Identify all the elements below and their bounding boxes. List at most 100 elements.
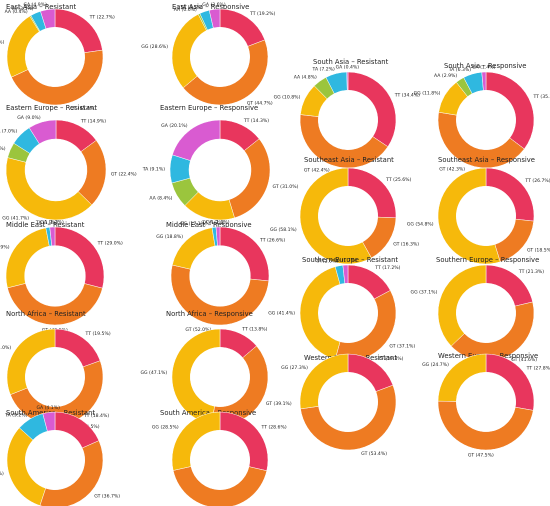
slice-label-ta: TA (2.6%) — [315, 259, 339, 265]
slice-gg — [6, 427, 46, 506]
slice-gt — [182, 39, 269, 106]
slice-label-tt: TT (13.8%) — [241, 327, 267, 333]
chart-title: Middle East – Resistant — [6, 221, 85, 229]
donut-middle-east-responsive: Middle East – Responsive TT (26.6%) GT (52… — [156, 220, 285, 333]
slice-label-gg: GG (54.8%) — [407, 222, 434, 228]
slice-label-gt: GT (42.3%) — [439, 166, 465, 172]
slice-label-gt: GT (37.1%) — [389, 344, 415, 350]
slice-label-gt: GT (41.6%) — [511, 357, 537, 363]
slice-label-gt: GT (16.3%) — [393, 241, 419, 247]
slice-gt — [172, 466, 268, 506]
chart-title: Southern Europe – Resistant — [302, 256, 398, 264]
donut-southeast-asia-responsive: Southeast Asia – Responsive TT (26.7%) GT … — [407, 156, 550, 265]
slice-gt — [170, 264, 270, 326]
slice-label-ga: GA (1.3%) — [206, 220, 230, 226]
slice-label-tt: TT (19.2%) — [249, 11, 275, 17]
slice-gg — [171, 227, 216, 270]
slice-label-tt: TT (14.9%) — [80, 119, 106, 125]
donut-southern-europe-responsive: Southern Europe – Responsive TT (21.3%) GT… — [411, 256, 545, 363]
slice-label-ga: GA (9.0%) — [17, 115, 41, 121]
slice-label-ta: TA (1.3%) — [201, 220, 225, 226]
slice-label-gg: GG (37.1%) — [411, 290, 438, 296]
slice-label-ga: GA (1.4%) — [472, 65, 496, 71]
slice-gg — [299, 167, 372, 265]
slice-label-gg: GG (31.6%) — [0, 471, 4, 477]
slice-label-gg: GG (28.6%) — [141, 44, 168, 50]
slice-label-gg: GG (11.8%) — [414, 91, 441, 97]
slice-label-tt: TT (27.8%) — [526, 366, 550, 372]
slice-gt — [300, 384, 397, 451]
donut-south-asia-responsive: South Asia – Responsive TT (35.3%) GT (42.… — [414, 62, 550, 172]
slice-label-tt: TT (17.2%) — [374, 265, 400, 271]
slice-gt — [437, 111, 525, 169]
chart-title: Southeast Asia – Resistant — [304, 156, 394, 164]
slice-ga — [215, 226, 221, 246]
chart-title: East Asia – Responsive — [172, 3, 249, 11]
slice-ga — [342, 264, 349, 284]
slice-gg — [437, 167, 501, 265]
slice-label-ga: GA (4.9%) — [23, 2, 47, 8]
slice-label-gg: GG (24.7%) — [422, 362, 449, 368]
slice-gg — [171, 328, 221, 425]
chart-title: Eastern Europe – Resistant — [6, 104, 97, 112]
slice-label-tt: TT (28.6%) — [260, 425, 286, 431]
slice-tt — [219, 226, 270, 282]
slice-label-aa: AA (5.0%) — [0, 146, 6, 152]
slice-label-ta: TA (3.5%) — [10, 6, 34, 12]
slice-gt — [10, 360, 104, 426]
slice-tt — [347, 71, 397, 148]
chart-title: Southern Europe – Responsive — [436, 256, 539, 264]
slice-label-gt: GT (39.1%) — [266, 401, 292, 407]
slice-label-gg: GG (58.1%) — [270, 227, 297, 233]
slice-label-tt: TT (35.3%) — [532, 94, 550, 100]
chart-title: Southeast Asia – Responsive — [438, 156, 535, 164]
donut-eastern-europe-responsive: Eastern Europe – Responsive TT (14.3%) GT … — [142, 104, 299, 227]
slice-label-gt: GT (31.0%) — [273, 184, 299, 190]
slice-label-tt: TT (26.6%) — [259, 237, 285, 243]
slice-ga — [49, 226, 56, 247]
chart-title: South America – Responsive — [160, 409, 256, 417]
slice-label-ga: GA (3.6%) — [202, 2, 226, 8]
slice-gg — [171, 411, 221, 471]
slice-label-gg: GG (41.4%) — [268, 311, 295, 317]
slice-label-aa: AA (2.9%) — [434, 73, 457, 79]
slice-label-ta: TA (7.2%) — [312, 66, 336, 72]
slice-label-gt: GT (18.5%) — [527, 247, 550, 253]
slice-ga — [346, 71, 349, 91]
slice-ga — [208, 8, 221, 29]
slice-label-ga: GA (20.1%) — [161, 123, 188, 129]
chart-title: South Asia – Resistant — [313, 58, 389, 66]
slice-gt — [437, 400, 534, 451]
slice-label-ta: TA (3.3%) — [180, 4, 204, 10]
slice-label-tt: TT (18.4%) — [83, 413, 109, 419]
slice-gt — [11, 49, 104, 106]
slice-label-gg: GG (25.9%) — [0, 245, 10, 251]
donut-south-asia-resistant: South Asia – Resistant TT (34.4%) GT (42.4… — [274, 58, 421, 173]
slice-label-ta: TA (9.1%) — [142, 166, 166, 172]
slice-label-ta: TA (7.0%) — [0, 129, 17, 135]
slice-ga — [40, 8, 56, 29]
slice-label-aa: AA (0.6%) — [174, 7, 197, 13]
slice-label-ga: GA (4.1%) — [36, 405, 60, 411]
slice-gt — [299, 114, 389, 169]
chart-title: North Africa – Responsive — [166, 310, 253, 318]
slice-label-tt: TT (34.4%) — [394, 93, 420, 99]
slice-label-gt: GT (53.4%) — [361, 451, 387, 457]
slice-gt — [228, 138, 271, 219]
slice-label-gt: GT (36.7%) — [94, 493, 120, 499]
slice-label-gg: GG (23.1%) — [0, 39, 4, 45]
slice-ga — [28, 119, 57, 145]
slice-label-tt: TT (25.6%) — [385, 177, 411, 183]
slice-tt — [54, 226, 105, 289]
slice-tt — [485, 167, 535, 222]
slice-label-ta: TA (1.3%) — [35, 220, 59, 226]
slice-label-aa: AA (0.4%) — [5, 9, 28, 15]
donut-east-asia-resistant: East Asia – Resistant TT (22.7%) GT (45.4%… — [0, 2, 115, 111]
slice-label-gg: GG (28.5%) — [152, 424, 179, 430]
